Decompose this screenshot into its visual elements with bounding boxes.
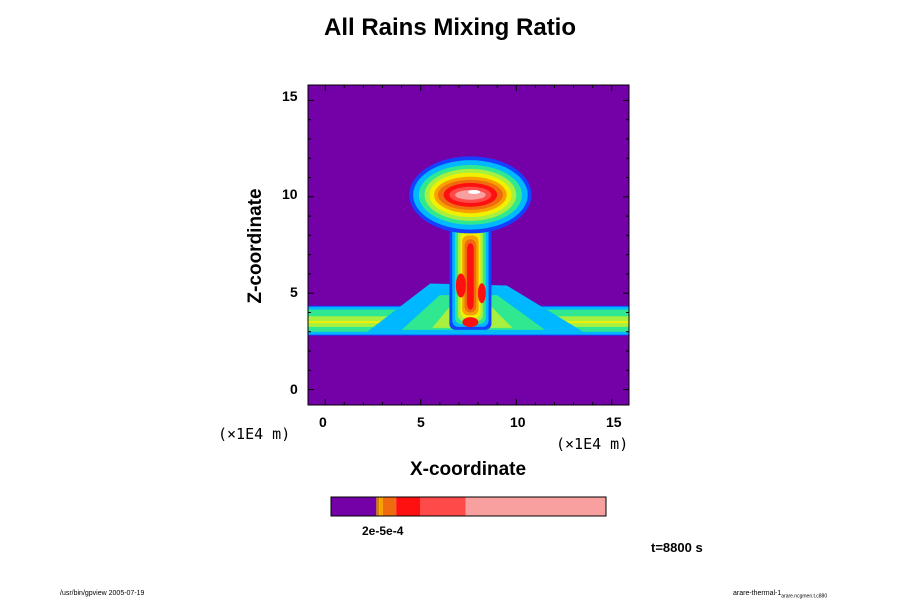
- x-tick-label: 15: [606, 414, 622, 430]
- colorbar-segment: [376, 497, 380, 516]
- plot-area: [307, 84, 630, 406]
- colorbar-segment: [382, 497, 397, 516]
- footer-right-main: arare-thermal-1: [733, 590, 782, 597]
- colorbar-segment: [379, 497, 383, 516]
- y-axis-label: Z-coordinate: [245, 188, 266, 304]
- x-tick-label: 5: [417, 414, 425, 430]
- plume-head-peak: [468, 189, 481, 194]
- footer-left: /usr/bin/gpview 2005-07-19: [60, 590, 145, 597]
- x-unit-label: (×1E4 m): [556, 435, 629, 453]
- colorbar-frame: [330, 496, 607, 517]
- y-unit-label: (×1E4 m): [218, 425, 291, 443]
- colorbar: [330, 496, 607, 517]
- chart-title: All Rains Mixing Ratio: [323, 14, 577, 41]
- y-tick-label: 0: [290, 381, 298, 397]
- x-tick-label: 10: [510, 414, 526, 430]
- colorbar-segment: [465, 497, 606, 516]
- plume-column: [467, 243, 474, 310]
- y-tick-label: 10: [282, 186, 298, 202]
- footer-right-sub: arare.ncgmen.t.c880: [781, 593, 828, 600]
- colorbar-segment: [396, 497, 421, 516]
- colorbar-segment: [420, 497, 466, 516]
- colorbar-segment: [331, 497, 377, 516]
- x-tick-label: 0: [319, 414, 327, 430]
- plot-frame: [307, 84, 630, 406]
- time-label: t=8800 s: [651, 540, 703, 555]
- x-axis-label: X-coordinate: [409, 459, 527, 480]
- plume-core: [477, 283, 486, 304]
- y-tick-label: 5: [290, 284, 298, 300]
- footer-right: arare-thermal-1arare.ncgmen.t.c880: [733, 590, 827, 599]
- y-tick-label: 15: [282, 88, 298, 104]
- colorbar-label: 2e-5e-4: [362, 524, 404, 538]
- plume-core: [462, 317, 479, 328]
- plume-core: [455, 273, 466, 298]
